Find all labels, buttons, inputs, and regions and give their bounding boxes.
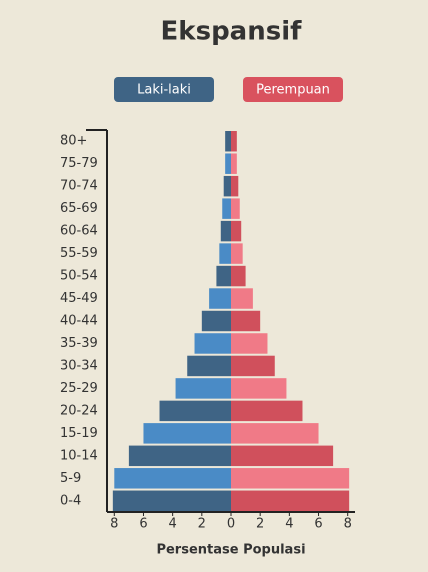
bar — [201, 310, 231, 332]
bar — [231, 423, 319, 444]
bar — [231, 378, 287, 399]
x-tick-label: 8 — [110, 517, 118, 532]
bar — [175, 378, 231, 399]
bar — [231, 153, 237, 174]
legend-swatch — [243, 77, 343, 102]
y-tick-label: 5-9 — [60, 471, 81, 486]
legend-label: Laki-laki — [137, 83, 191, 98]
x-tick-label: 0 — [227, 517, 235, 532]
bar — [231, 265, 246, 287]
y-tick-label: 40-44 — [60, 314, 98, 329]
bar — [219, 243, 231, 264]
x-tick-label: 6 — [139, 517, 147, 532]
x-tick-label: 8 — [344, 517, 352, 532]
x-tick-label: 2 — [198, 517, 206, 532]
y-tick-label: 60-64 — [60, 224, 98, 239]
bar — [128, 445, 231, 467]
bar — [194, 333, 231, 354]
bar — [220, 220, 231, 242]
bar — [231, 175, 239, 197]
y-tick-label: 65-69 — [60, 201, 98, 216]
bar — [231, 243, 243, 264]
bar — [231, 490, 350, 511]
bar — [225, 153, 231, 174]
chart-title: Ekspansif — [161, 17, 303, 47]
y-tick-label: 45-49 — [60, 291, 98, 306]
bar — [231, 131, 237, 152]
bar — [159, 400, 231, 422]
bar — [223, 175, 231, 197]
bar — [114, 468, 231, 489]
y-tick-label: 75-79 — [60, 156, 98, 171]
bar — [209, 288, 231, 309]
bar — [231, 355, 275, 377]
x-tick-label: 6 — [314, 517, 322, 532]
x-tick-label: 2 — [256, 517, 264, 532]
y-tick-label: 70-74 — [60, 179, 98, 194]
bar — [231, 220, 242, 242]
bar — [216, 265, 231, 287]
y-tick-label: 0-4 — [60, 493, 81, 508]
bar — [231, 333, 268, 354]
y-tick-label: 35-39 — [60, 336, 98, 351]
y-tick-label: 10-14 — [60, 448, 98, 463]
bar — [231, 468, 350, 489]
bar — [231, 400, 303, 422]
x-tick-label: 4 — [169, 517, 177, 532]
y-tick-label: 30-34 — [60, 358, 98, 373]
bar — [143, 423, 231, 444]
bar — [222, 198, 231, 219]
bar — [225, 131, 231, 152]
y-tick-label: 20-24 — [60, 403, 98, 418]
y-tick-label: 55-59 — [60, 246, 98, 261]
bar — [187, 355, 231, 377]
legend-swatch — [114, 77, 214, 102]
bar — [231, 198, 240, 219]
x-axis-title: Persentase Populasi — [156, 543, 305, 558]
bar — [231, 445, 334, 467]
y-tick-label: 25-29 — [60, 381, 98, 396]
bar — [112, 490, 231, 511]
legend-label: Perempuan — [256, 83, 330, 98]
bar — [231, 310, 261, 332]
x-tick-label: 4 — [285, 517, 293, 532]
y-tick-label: 15-19 — [60, 426, 98, 441]
bar — [231, 288, 253, 309]
y-tick-label: 50-54 — [60, 269, 98, 284]
y-tick-label: 80+ — [60, 134, 87, 149]
